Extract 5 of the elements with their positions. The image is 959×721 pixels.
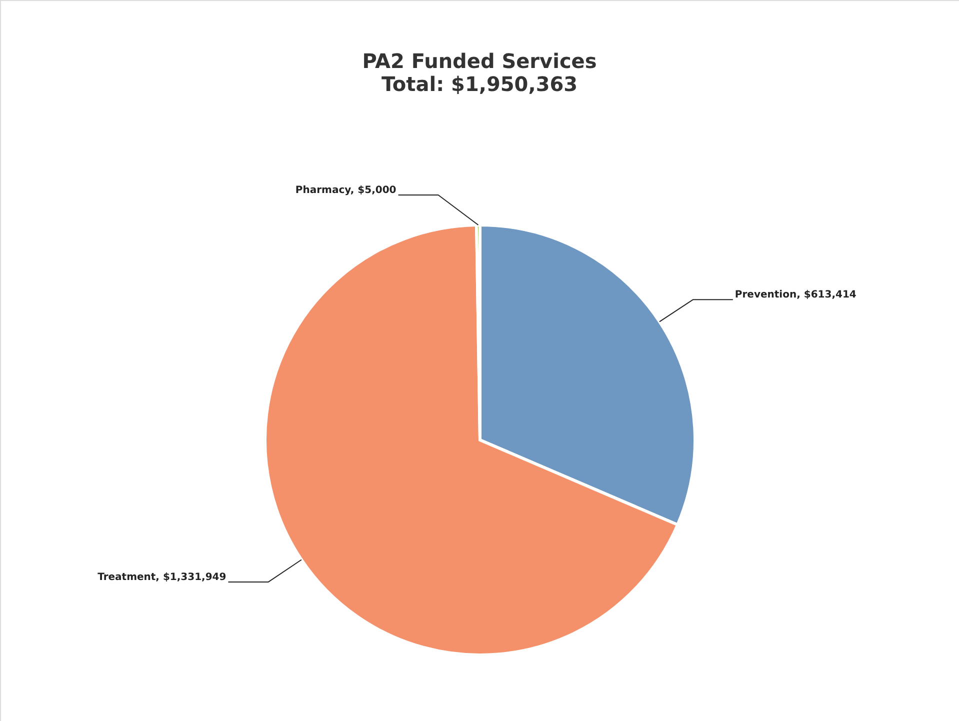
slice-label: Treatment, $1,331,949 <box>98 572 226 584</box>
slice-label: Pharmacy, $5,000 <box>295 185 396 196</box>
chart-title: PA2 Funded Services <box>362 49 597 73</box>
slice-label: Prevention, $613,414 <box>734 290 856 301</box>
chart-subtitle: Total: $1,950,363 <box>381 72 578 96</box>
